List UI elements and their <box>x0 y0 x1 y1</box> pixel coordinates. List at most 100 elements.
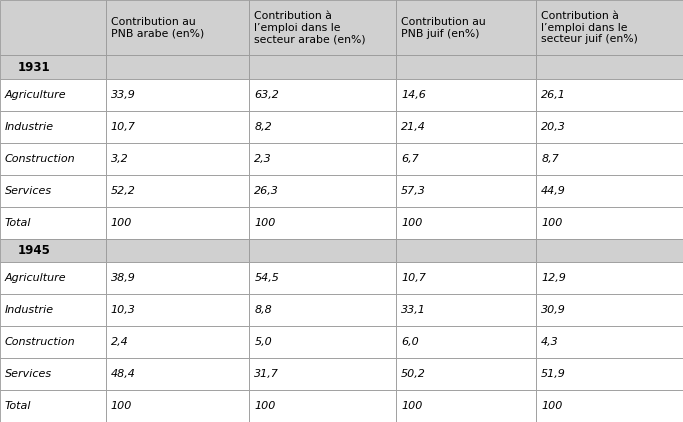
Bar <box>396 175 536 207</box>
Bar <box>106 111 249 143</box>
Text: 100: 100 <box>254 401 276 411</box>
Bar <box>396 55 536 79</box>
Bar <box>536 0 683 55</box>
Bar <box>0 207 106 239</box>
Text: 63,2: 63,2 <box>254 90 279 100</box>
Bar <box>396 326 536 358</box>
Text: 54,5: 54,5 <box>254 273 279 283</box>
Bar <box>249 0 396 55</box>
Bar <box>249 239 396 262</box>
Bar <box>106 239 249 262</box>
Bar <box>536 239 683 262</box>
Text: Agriculture: Agriculture <box>5 273 67 283</box>
Text: 100: 100 <box>541 218 563 228</box>
Text: 26,3: 26,3 <box>254 186 279 196</box>
Text: 20,3: 20,3 <box>541 122 566 132</box>
Bar <box>536 262 683 294</box>
Text: 10,3: 10,3 <box>111 305 136 315</box>
Bar <box>396 262 536 294</box>
Text: Contribution au
PNB juif (en%): Contribution au PNB juif (en%) <box>401 17 486 38</box>
Bar <box>249 175 396 207</box>
Bar <box>396 143 536 175</box>
Text: 1945: 1945 <box>18 244 51 257</box>
Bar <box>396 79 536 111</box>
Text: 38,9: 38,9 <box>111 273 136 283</box>
Text: 33,9: 33,9 <box>111 90 136 100</box>
Bar <box>249 207 396 239</box>
Text: 12,9: 12,9 <box>541 273 566 283</box>
Bar <box>536 294 683 326</box>
Bar <box>106 0 249 55</box>
Text: 26,1: 26,1 <box>541 90 566 100</box>
Bar <box>249 143 396 175</box>
Bar <box>106 143 249 175</box>
Bar <box>536 175 683 207</box>
Text: 6,0: 6,0 <box>401 337 419 347</box>
Text: 44,9: 44,9 <box>541 186 566 196</box>
Text: Contribution à
l’emploi dans le
secteur juif (en%): Contribution à l’emploi dans le secteur … <box>541 11 638 44</box>
Bar <box>396 207 536 239</box>
Text: 21,4: 21,4 <box>401 122 426 132</box>
Text: Contribution à
l’emploi dans le
secteur arabe (en%): Contribution à l’emploi dans le secteur … <box>254 11 366 44</box>
Text: 4,3: 4,3 <box>541 337 559 347</box>
Text: 10,7: 10,7 <box>401 273 426 283</box>
Bar <box>0 0 106 55</box>
Text: 51,9: 51,9 <box>541 369 566 379</box>
Text: 8,7: 8,7 <box>541 154 559 164</box>
Bar <box>249 79 396 111</box>
Bar <box>536 207 683 239</box>
Bar <box>249 326 396 358</box>
Bar <box>106 326 249 358</box>
Text: 1931: 1931 <box>18 61 51 73</box>
Text: Total: Total <box>5 401 31 411</box>
Text: 2,3: 2,3 <box>254 154 272 164</box>
Bar <box>0 79 106 111</box>
Text: 31,7: 31,7 <box>254 369 279 379</box>
Text: 5,0: 5,0 <box>254 337 272 347</box>
Bar <box>396 0 536 55</box>
Text: 100: 100 <box>254 218 276 228</box>
Text: Services: Services <box>5 369 52 379</box>
Bar <box>0 239 106 262</box>
Bar <box>0 326 106 358</box>
Bar <box>249 111 396 143</box>
Bar <box>249 358 396 390</box>
Bar <box>396 239 536 262</box>
Bar <box>536 79 683 111</box>
Bar <box>0 143 106 175</box>
Bar <box>396 294 536 326</box>
Text: 30,9: 30,9 <box>541 305 566 315</box>
Bar <box>0 111 106 143</box>
Bar <box>0 262 106 294</box>
Text: 2,4: 2,4 <box>111 337 128 347</box>
Text: 48,4: 48,4 <box>111 369 136 379</box>
Text: 100: 100 <box>111 218 133 228</box>
Bar <box>536 55 683 79</box>
Text: 6,7: 6,7 <box>401 154 419 164</box>
Bar <box>0 55 106 79</box>
Bar <box>249 390 396 422</box>
Bar <box>106 79 249 111</box>
Text: Services: Services <box>5 186 52 196</box>
Bar <box>536 143 683 175</box>
Bar <box>0 390 106 422</box>
Text: Construction: Construction <box>5 337 76 347</box>
Bar <box>0 175 106 207</box>
Bar <box>106 294 249 326</box>
Bar <box>106 207 249 239</box>
Bar <box>106 390 249 422</box>
Text: Total: Total <box>5 218 31 228</box>
Bar <box>106 358 249 390</box>
Bar <box>106 175 249 207</box>
Bar <box>536 111 683 143</box>
Bar <box>396 390 536 422</box>
Bar <box>536 358 683 390</box>
Text: 100: 100 <box>401 218 423 228</box>
Text: 100: 100 <box>401 401 423 411</box>
Text: 10,7: 10,7 <box>111 122 136 132</box>
Bar <box>106 55 249 79</box>
Bar <box>0 294 106 326</box>
Text: Agriculture: Agriculture <box>5 90 67 100</box>
Bar <box>396 358 536 390</box>
Text: 3,2: 3,2 <box>111 154 128 164</box>
